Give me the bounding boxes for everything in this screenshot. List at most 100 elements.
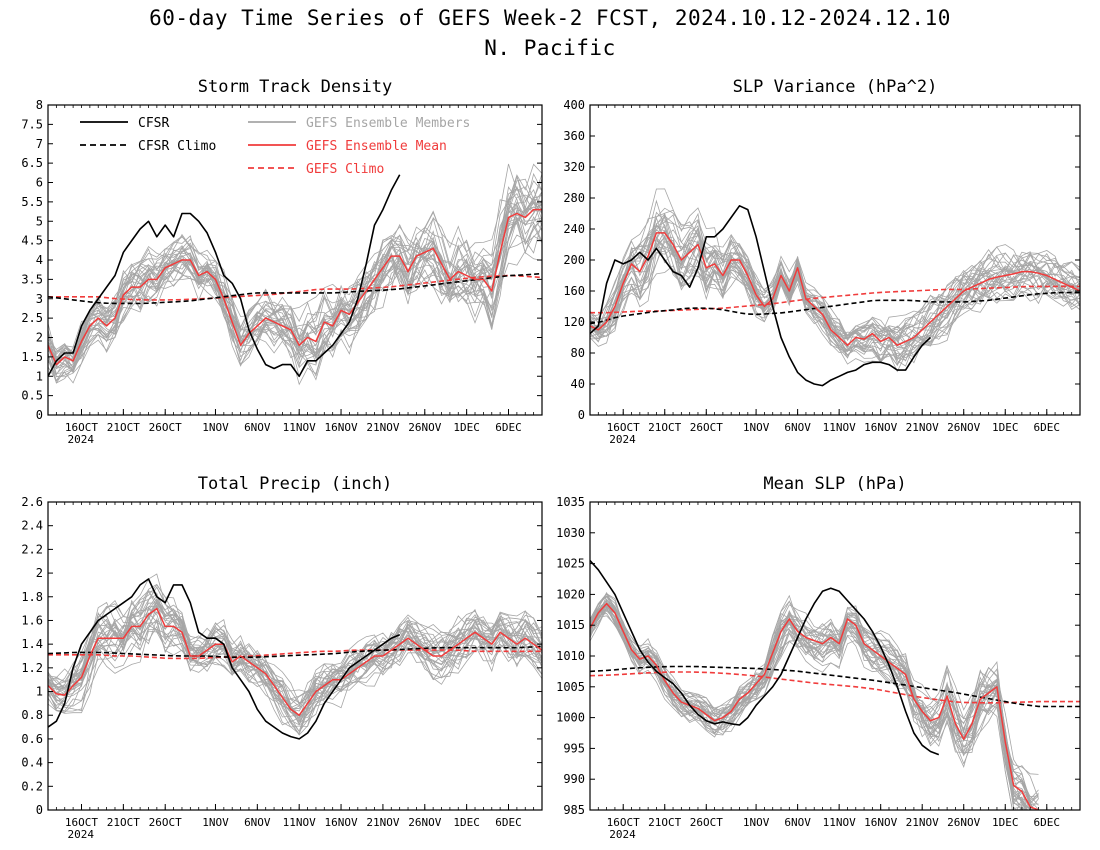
y-tick-label: 280 — [563, 191, 585, 205]
y-tick-label: 360 — [563, 129, 585, 143]
x-tick-label: 6DEC — [495, 421, 522, 434]
x-tick-label: 1DEC — [453, 816, 480, 829]
x-tick-label: 6NOV — [244, 816, 271, 829]
charts-canvas: Storm Track Density00.511.522.533.544.55… — [0, 0, 1100, 850]
gefs-climo-line — [590, 286, 1080, 312]
x-tick-year-label: 2024 — [67, 828, 94, 841]
ensemble-member-line — [590, 237, 1080, 365]
x-tick-label: 16NOV — [864, 816, 897, 829]
x-tick-label: 26NOV — [947, 421, 980, 434]
chart-title: Storm Track Density — [198, 77, 392, 97]
legend: CFSR CFSR Climo GEFS Ensemble Members GEFS … — [80, 116, 470, 177]
y-tick-label: 1025 — [556, 557, 585, 571]
chart-panel-2: SLP Variance (hPa^2) 0 40 80 120 160 200 240 280… — [563, 77, 1080, 446]
y-tick-label: 1020 — [556, 587, 585, 601]
legend-label-members: GEFS Ensemble Members — [306, 116, 470, 131]
y-tick-label: 8 — [36, 98, 43, 112]
x-tick-label: 1NOV — [202, 816, 229, 829]
x-tick-label: 21NOV — [366, 421, 399, 434]
x-tick-label: 16NOV — [864, 421, 897, 434]
ensemble-member-line — [48, 610, 542, 718]
y-tick-label: 1035 — [556, 495, 585, 509]
legend-label-mean: GEFS Ensemble Mean — [306, 139, 447, 154]
y-tick-label: 2.2 — [21, 542, 43, 556]
chart-title: Mean SLP (hPa) — [763, 474, 906, 494]
y-tick-label: 0 — [578, 408, 585, 422]
ensemble-members — [48, 164, 542, 384]
chart-title: Total Precip (inch) — [198, 474, 392, 494]
y-tick-label: 1.8 — [21, 590, 43, 604]
y-tick-label: 3.5 — [21, 272, 43, 286]
y-tick-label: 400 — [563, 98, 585, 112]
y-tick-label: 1030 — [556, 526, 585, 540]
x-tick-label: 1DEC — [453, 421, 480, 434]
x-tick-label: 26OCT — [690, 421, 723, 434]
y-tick-label: 6.5 — [21, 156, 43, 170]
y-tick-label: 2.4 — [21, 519, 43, 533]
y-tick-label: 320 — [563, 160, 585, 174]
y-tick-label: 40 — [571, 377, 585, 391]
y-tick-label: 2.6 — [21, 495, 43, 509]
ensemble-member-line — [590, 596, 1039, 805]
y-tick-label: 1.5 — [21, 350, 43, 364]
y-tick-label: 200 — [563, 253, 585, 267]
x-tick-label: 1DEC — [992, 816, 1019, 829]
y-tick-label: 0.5 — [21, 389, 43, 403]
x-tick-label: 6NOV — [244, 421, 271, 434]
y-tick-label: 1.2 — [21, 661, 43, 675]
y-tick-label: 2.5 — [21, 311, 43, 325]
x-tick-label: 16NOV — [324, 816, 357, 829]
y-tick-label: 7 — [36, 137, 43, 151]
ensemble-members — [590, 593, 1039, 838]
x-tick-year-label: 2024 — [67, 433, 94, 446]
ensemble-member-line — [590, 604, 1039, 838]
y-tick-label: 985 — [563, 803, 585, 817]
y-tick-label: 0.4 — [21, 756, 43, 770]
x-tick-label: 6DEC — [1034, 421, 1061, 434]
x-tick-label: 11NOV — [823, 421, 856, 434]
x-tick-label: 26OCT — [690, 816, 723, 829]
y-tick-label: 0.6 — [21, 732, 43, 746]
y-tick-label: 5 — [36, 214, 43, 228]
x-tick-label: 21NOV — [906, 421, 939, 434]
ensemble-members — [590, 189, 1080, 372]
y-tick-label: 5.5 — [21, 195, 43, 209]
y-tick-label: 1 — [36, 685, 43, 699]
y-tick-label: 1.6 — [21, 613, 43, 627]
x-tick-label: 6NOV — [784, 816, 811, 829]
ensemble-mean-line — [48, 609, 542, 716]
y-tick-label: 120 — [563, 315, 585, 329]
x-tick-label: 26NOV — [408, 421, 441, 434]
chart-title: SLP Variance (hPa^2) — [733, 77, 938, 97]
x-tick-label: 1NOV — [743, 421, 770, 434]
y-tick-label: 2 — [36, 566, 43, 580]
x-tick-label: 16NOV — [324, 421, 357, 434]
chart-panel-4: Mean SLP (hPa)98599099510001005101010151… — [556, 474, 1080, 841]
x-tick-label: 1NOV — [743, 816, 770, 829]
y-tick-label: 240 — [563, 222, 585, 236]
x-tick-label: 26OCT — [149, 421, 182, 434]
figure: 60-day Time Series of GEFS Week-2 FCST, … — [0, 0, 1100, 850]
x-tick-label: 11NOV — [283, 816, 316, 829]
x-tick-label: 6DEC — [1034, 816, 1061, 829]
y-tick-label: 6 — [36, 176, 43, 190]
y-tick-label: 0.2 — [21, 779, 43, 793]
y-tick-label: 4.5 — [21, 234, 43, 248]
x-tick-label: 6DEC — [495, 816, 522, 829]
y-tick-label: 2 — [36, 331, 43, 345]
ensemble-member-line — [590, 238, 1080, 355]
x-tick-label: 21OCT — [648, 816, 681, 829]
ensemble-member-line — [590, 614, 1039, 831]
y-tick-label: 160 — [563, 284, 585, 298]
y-tick-label: 995 — [563, 741, 585, 755]
chart-panel-1: Storm Track Density 0 0.5 1 1.5 2 2.5 3 3.5 4 4.5 5… — [21, 77, 542, 446]
y-tick-label: 1000 — [556, 711, 585, 725]
x-tick-label: 21OCT — [107, 421, 140, 434]
x-tick-label: 6NOV — [784, 421, 811, 434]
ensemble-member-line — [590, 214, 1080, 347]
x-tick-label: 26NOV — [408, 816, 441, 829]
y-tick-label: 80 — [571, 346, 585, 360]
ensemble-member-line — [590, 608, 1039, 836]
legend-label-cfsr-climo: CFSR Climo — [138, 139, 216, 154]
legend-label-cfsr: CFSR — [138, 116, 169, 131]
